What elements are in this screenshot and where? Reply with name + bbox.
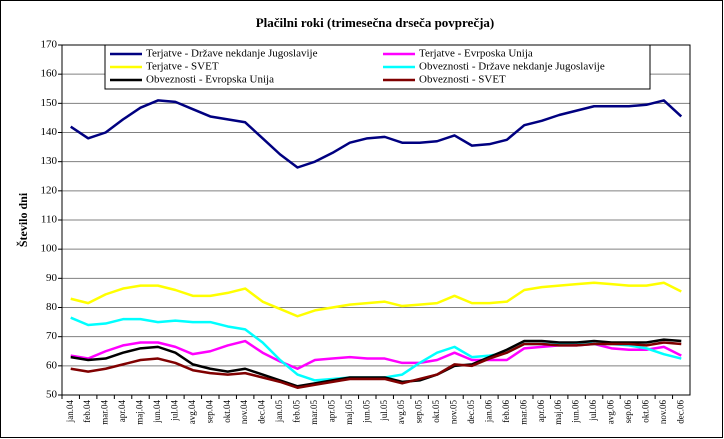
y-tick-label: 110 (41, 214, 58, 226)
x-tick-label: maj.04 (135, 400, 145, 425)
x-tick-label: dec.04 (257, 400, 267, 424)
x-tick-label: apr.04 (117, 400, 127, 423)
x-tick-label: maj.05 (344, 400, 354, 425)
legend-label: Terjatve - Države nekdanje Jugoslavije (146, 48, 318, 60)
x-tick-label: jul.04 (169, 400, 179, 422)
x-tick-label: feb.05 (292, 400, 302, 423)
x-tick-label: jun.04 (152, 400, 162, 424)
x-tick-label: jun.06 (571, 400, 581, 424)
x-tick-label: feb.04 (82, 400, 92, 423)
x-tick-label: mar.04 (100, 400, 110, 425)
x-tick-label: jan.05 (274, 400, 284, 424)
x-tick-label: dec.05 (466, 400, 476, 424)
legend-label: Terjatve - SVET (146, 61, 219, 73)
x-tick-label: nov.04 (239, 400, 249, 425)
x-tick-label: jan.06 (483, 400, 493, 424)
x-tick-label: nov.06 (658, 400, 668, 425)
x-tick-label: jun.05 (361, 400, 371, 424)
x-tick-label: sep.04 (204, 400, 214, 424)
x-tick-label: apr.05 (326, 400, 336, 423)
x-tick-label: maj.06 (553, 400, 563, 425)
x-tick-label: feb.06 (501, 400, 511, 423)
x-tick-label: apr.06 (536, 400, 546, 423)
x-tick-label: jan.04 (65, 400, 75, 424)
x-tick-label: avg.04 (187, 400, 197, 425)
legend-label: Obveznosti - Evropska Unija (146, 74, 274, 86)
y-tick-label: 100 (41, 243, 58, 255)
x-tick-label: dec.06 (675, 400, 685, 424)
x-tick-label: avg.05 (396, 400, 406, 425)
x-tick-label: okt.06 (640, 400, 650, 423)
x-tick-label: nov.05 (449, 400, 459, 425)
legend-label: Obveznosti - Države nekdanje Jugoslavije (419, 61, 605, 73)
y-tick-label: 60 (46, 359, 58, 371)
legend-label: Terjatve - Evrposka Unija (419, 48, 533, 60)
x-tick-label: avg.06 (606, 400, 616, 425)
x-tick-label: sep.06 (623, 400, 633, 424)
legend (104, 44, 651, 90)
series-line (70, 99, 683, 169)
series-line (70, 338, 682, 388)
y-tick-label: 170 (41, 39, 58, 51)
y-tick-label: 130 (41, 155, 58, 167)
y-tick-label: 90 (46, 272, 58, 284)
x-tick-label: okt.04 (222, 400, 232, 423)
y-tick-label: 160 (41, 68, 58, 80)
x-tick-label: jul.05 (379, 400, 389, 422)
y-tick-label: 140 (41, 126, 58, 138)
y-tick-label: 50 (46, 389, 58, 401)
y-tick-label: 80 (46, 301, 58, 313)
series-line (70, 341, 682, 389)
y-tick-label: 120 (41, 184, 58, 196)
chart-title: Plačilni roki (trimesečna drseča povpreč… (256, 15, 495, 30)
x-tick-label: sep.05 (414, 400, 424, 424)
x-tick-label: okt.05 (431, 400, 441, 423)
legend-label: Obveznosti - SVET (419, 74, 506, 86)
y-axis-title: Število dni (16, 192, 30, 247)
series-line (70, 281, 682, 318)
y-tick-label: 70 (46, 330, 58, 342)
x-tick-label: jul.06 (588, 400, 598, 422)
y-tick-label: 150 (41, 97, 58, 109)
x-tick-label: mar.05 (309, 400, 319, 425)
x-tick-label: mar.06 (518, 400, 528, 425)
